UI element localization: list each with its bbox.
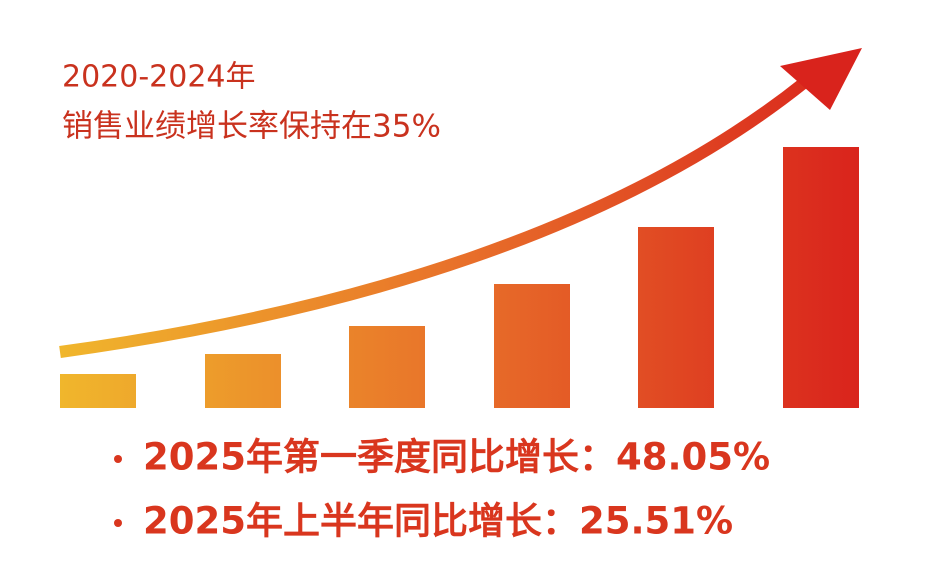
highlight: 2025年第一季度同比增长：48.05% [143, 436, 770, 479]
bullet [114, 519, 122, 527]
bars [60, 147, 859, 408]
arrow-head [780, 48, 862, 110]
bar [349, 326, 425, 408]
growth-arrow [59, 77, 809, 358]
subtitle: 销售业绩增长率保持在35% [62, 109, 441, 145]
highlight: 2025年上半年同比增长：25.51% [143, 500, 733, 543]
bar [494, 284, 570, 408]
bar [60, 374, 136, 408]
period: 2020-2024年 [62, 60, 256, 95]
bar [638, 227, 714, 408]
bullet [114, 455, 122, 463]
bar [205, 354, 281, 408]
bar [783, 147, 859, 408]
